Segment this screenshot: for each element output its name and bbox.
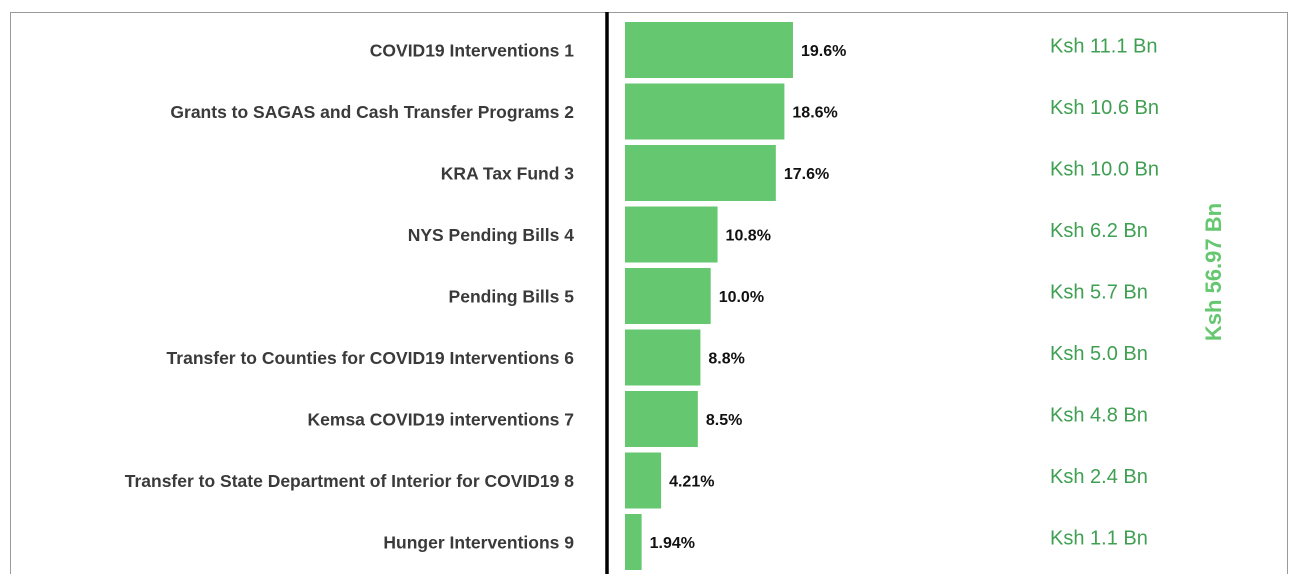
bar [625,145,776,201]
bar [625,206,718,263]
amount-label: Ksh 2.4 Bn [1050,466,1148,488]
amount-label: Ksh 5.0 Bn [1050,343,1148,365]
category-label: Transfer to Counties for COVID19 Interve… [167,348,575,368]
bar [625,268,711,324]
category-label: Transfer to State Department of Interior… [125,471,575,491]
value-label: 4.21% [669,474,714,491]
category-label: COVID19 Interventions 1 [370,41,574,61]
bar [625,22,793,78]
amount-label: Ksh 11.1 Bn [1050,35,1157,57]
value-label: 10.8% [726,228,771,245]
value-label: 8.5% [706,412,742,429]
category-label: KRA Tax Fund 3 [441,164,574,184]
category-label: Grants to SAGAS and Cash Transfer Progra… [170,102,574,122]
category-label: Hunger Interventions 9 [383,533,574,553]
bar [625,514,642,570]
category-label: Pending Bills 5 [449,287,575,307]
category-label: Kemsa COVID19 interventions 7 [308,410,574,430]
bar [625,83,785,140]
amount-label: Ksh 5.7 Bn [1050,281,1148,303]
amount-label: Ksh 6.2 Bn [1050,220,1148,242]
value-label: 19.6% [801,43,846,60]
amount-label: Ksh 4.8 Bn [1050,404,1148,426]
frame [10,12,1288,574]
bar [625,329,701,386]
bar [625,391,698,447]
value-label: 17.6% [784,166,829,183]
value-label: 1.94% [650,535,695,552]
amount-label: Ksh 10.6 Bn [1050,97,1159,119]
amount-label: Ksh 1.1 Bn [1050,527,1148,549]
category-label: NYS Pending Bills 4 [408,225,575,245]
amount-label: Ksh 10.0 Bn [1050,158,1159,180]
bar [625,452,662,509]
value-label: 8.8% [708,351,744,368]
total-label: Ksh 56.97 Bn [1201,203,1226,341]
value-label: 18.6% [792,105,837,122]
value-label: 10.0% [719,289,764,306]
